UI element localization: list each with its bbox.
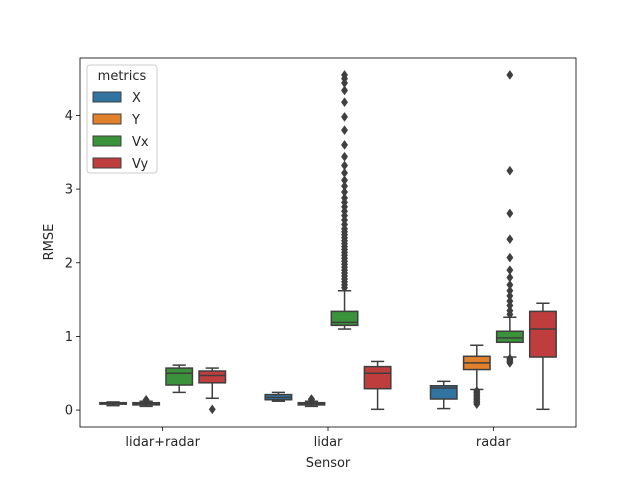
outlier-point (506, 272, 514, 283)
legend-item-vx: Vx (92, 135, 149, 150)
legend-item-x: X (92, 91, 141, 106)
y-tick-label: 0 (65, 404, 73, 419)
series-vx (165, 70, 524, 394)
y-tick-label: 1 (65, 330, 73, 345)
legend-label: Vx (132, 135, 149, 150)
legend-swatch (92, 135, 122, 147)
y-tick-label: 4 (65, 109, 73, 124)
legend: metrics XY Vx Vy (86, 64, 158, 174)
outlier-point (506, 296, 514, 306)
series-y (132, 344, 491, 410)
legend-swatch (92, 91, 122, 103)
outlier-point (506, 70, 514, 80)
series-x (99, 380, 458, 410)
legend-title: metrics (98, 69, 147, 84)
y-axis: 0 1 2 3 4 (65, 109, 80, 419)
outlier-point (341, 151, 349, 162)
plot-area (80, 58, 576, 427)
outlier-point (506, 353, 514, 364)
box-body (363, 365, 392, 390)
outlier-point (341, 125, 349, 136)
outlier-point (506, 234, 514, 245)
outlier-point (142, 394, 150, 405)
legend-swatch (92, 113, 122, 125)
outlier-point (341, 139, 349, 150)
outlier-point (341, 97, 349, 108)
legend-item-vy: Vy (92, 157, 149, 172)
outlier-point (506, 285, 514, 296)
y-tick-label: 2 (65, 256, 73, 271)
chart-marks (99, 70, 557, 415)
box-x-lidar (264, 391, 293, 402)
outlier-point (307, 394, 315, 404)
outlier-point (506, 165, 514, 176)
y-tick-label: 3 (65, 183, 73, 198)
outlier-point (506, 208, 514, 219)
outlier-point (506, 252, 514, 263)
box-body (330, 310, 359, 327)
outlier-point (341, 187, 349, 197)
x-axis-label: Sensor (306, 456, 351, 471)
outlier-point (341, 175, 349, 186)
outlier-point (341, 181, 349, 192)
box-body (429, 385, 458, 400)
x-tick-label: radar (476, 435, 512, 450)
box-vx-radar (495, 70, 524, 368)
legend-label: Y (131, 113, 140, 128)
box-x-lidar+radar (99, 401, 128, 407)
box-x-radar (429, 380, 458, 410)
box-body (528, 310, 557, 358)
outlier-point (473, 385, 481, 396)
outlier-point (341, 85, 349, 96)
legend-label: Vy (132, 157, 149, 172)
box-vx-lidar (330, 70, 359, 330)
outlier-point (506, 305, 514, 316)
outlier-point (208, 404, 216, 415)
box-body (495, 330, 524, 344)
x-axis: lidar+radar lidar radar (125, 427, 511, 450)
box-y-lidar (297, 394, 326, 408)
box-body (198, 370, 227, 384)
outlier-point (341, 112, 349, 122)
outlier-point (341, 193, 349, 203)
x-tick-label: lidar (314, 435, 343, 450)
legend-label: X (132, 91, 141, 106)
box-y-lidar+radar (132, 394, 161, 408)
box-y-radar (462, 344, 491, 410)
legend-item-y: Y (92, 113, 140, 128)
y-axis-label: RMSE (42, 224, 57, 261)
box-vy-radar (528, 302, 557, 411)
outlier-point (341, 167, 349, 178)
x-tick-label: lidar+radar (125, 435, 200, 450)
legend-swatch (92, 157, 122, 169)
outlier-point (506, 265, 514, 276)
box-vx-lidar+radar (165, 364, 194, 394)
series-vy (198, 302, 557, 415)
box-vy-lidar+radar (198, 367, 227, 415)
outlier-point (341, 70, 349, 80)
outlier-point (506, 279, 514, 290)
outlier-point (506, 290, 514, 301)
box-body (165, 367, 194, 386)
outlier-point (341, 160, 349, 171)
box-vy-lidar (363, 360, 392, 411)
